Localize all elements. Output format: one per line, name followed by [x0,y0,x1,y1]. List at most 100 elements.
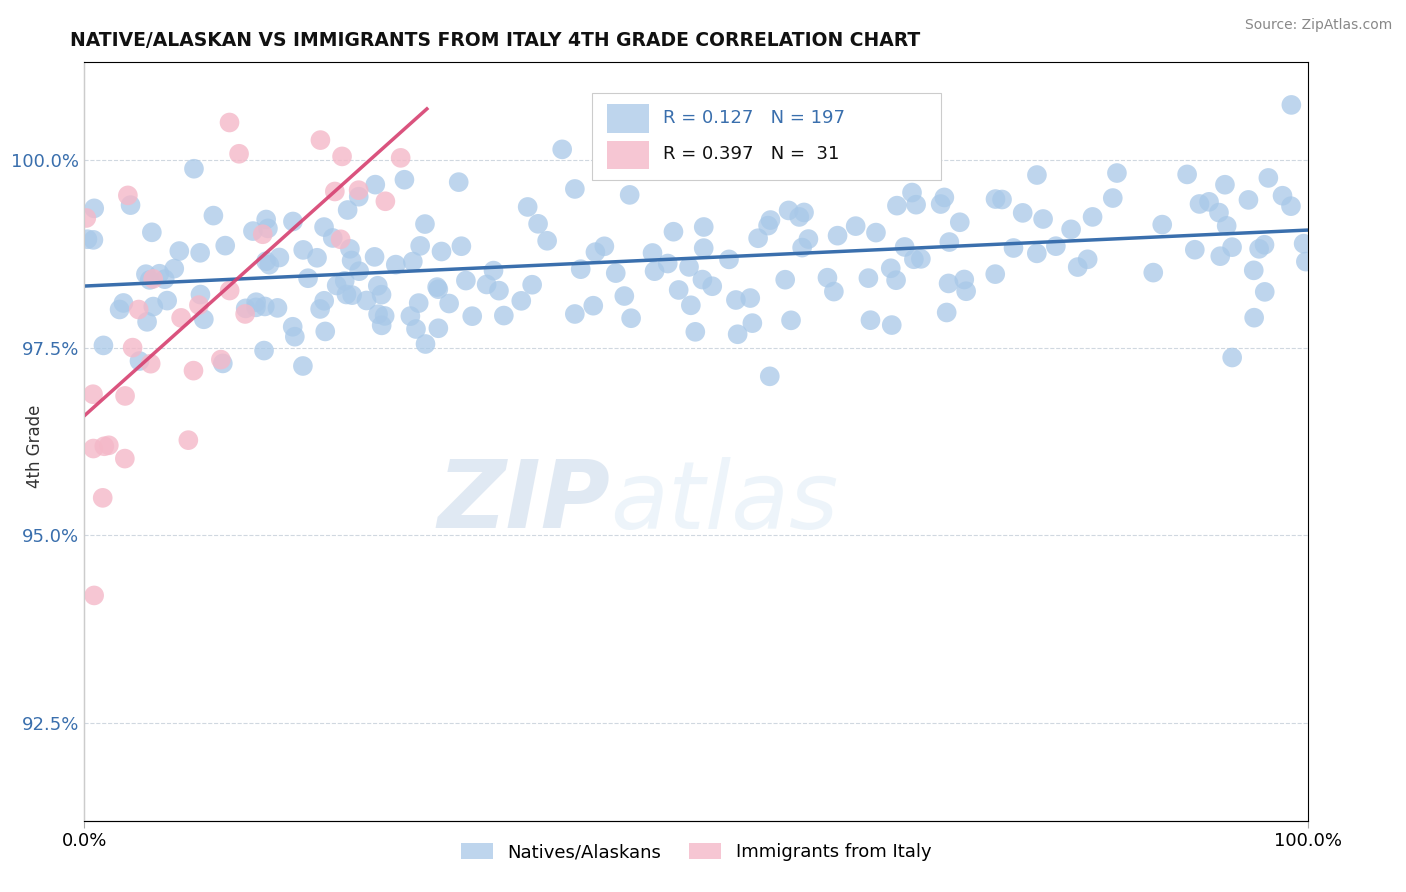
Point [1292,236,1315,251]
Point [1215,219,1237,233]
Point [214,238,236,252]
Text: NATIVE/ALASKAN VS IMMIGRANTS FROM ITALY 4TH GRADE CORRELATION CHART: NATIVE/ALASKAN VS IMMIGRANTS FROM ITALY … [70,31,921,50]
Point [1208,205,1230,219]
Point [394,172,416,186]
Point [312,220,335,235]
Text: atlas: atlas [610,457,838,548]
Point [901,186,924,200]
Point [76,232,98,246]
FancyBboxPatch shape [606,141,650,169]
Point [910,252,932,266]
Point [693,219,716,234]
Point [1209,249,1232,263]
Point [284,329,307,343]
Point [314,293,336,308]
Point [292,243,315,257]
Point [188,245,211,260]
Point [991,193,1014,207]
Point [370,318,392,333]
Point [1081,210,1104,224]
Point [209,352,232,367]
Point [1045,239,1067,253]
Point [1067,260,1090,274]
Point [1175,168,1198,182]
Point [163,261,186,276]
Point [520,277,543,292]
Point [984,192,1007,206]
FancyBboxPatch shape [606,104,650,133]
Point [450,239,472,253]
Point [569,262,592,277]
Point [741,316,763,330]
Point [1271,188,1294,202]
Point [233,307,256,321]
Point [1152,218,1174,232]
Point [437,296,460,310]
Point [193,312,215,326]
Point [364,178,387,192]
Point [426,280,449,294]
Point [142,300,165,314]
Point [347,190,370,204]
Point [305,251,328,265]
Point [245,301,267,315]
Point [657,256,679,270]
Point [797,232,820,246]
Point [564,307,586,321]
Point [356,293,378,308]
Point [141,225,163,239]
Point [83,202,105,216]
Point [252,227,274,242]
Point [128,354,150,368]
Point [1279,98,1302,112]
Point [374,309,396,323]
Point [117,188,139,202]
Point [399,309,422,323]
Point [120,198,142,212]
Point [335,287,357,301]
Point [136,315,159,329]
Point [339,242,361,256]
Point [929,197,952,211]
Point [845,219,868,234]
Point [91,491,114,505]
Point [780,313,803,327]
Text: 4th Grade: 4th Grade [27,404,44,488]
Point [593,239,616,253]
Point [347,183,370,197]
Point [370,287,392,301]
Point [253,300,276,314]
Point [253,343,276,358]
Point [330,149,353,163]
Point [340,253,363,268]
Legend: Natives/Alaskans, Immigrants from Italy: Natives/Alaskans, Immigrants from Italy [454,836,938,869]
Point [405,322,427,336]
Point [139,357,162,371]
Point [138,273,160,287]
Text: R = 0.397   N =  31: R = 0.397 N = 31 [664,145,839,163]
Point [679,298,702,312]
Point [108,302,131,317]
Point [551,142,574,156]
Point [340,288,363,302]
Point [367,278,389,293]
Point [384,258,406,272]
Point [114,389,136,403]
Point [97,438,120,452]
Point [309,301,332,316]
Point [662,225,685,239]
Point [430,244,453,259]
Point [402,254,425,268]
Point [858,271,880,285]
Point [1032,212,1054,227]
Point [605,266,627,280]
Point [678,260,700,274]
Point [1220,240,1243,254]
Point [516,200,538,214]
Point [702,279,724,293]
Point [727,327,749,342]
Point [389,151,412,165]
Point [724,293,747,307]
Point [510,293,533,308]
Point [641,246,664,260]
